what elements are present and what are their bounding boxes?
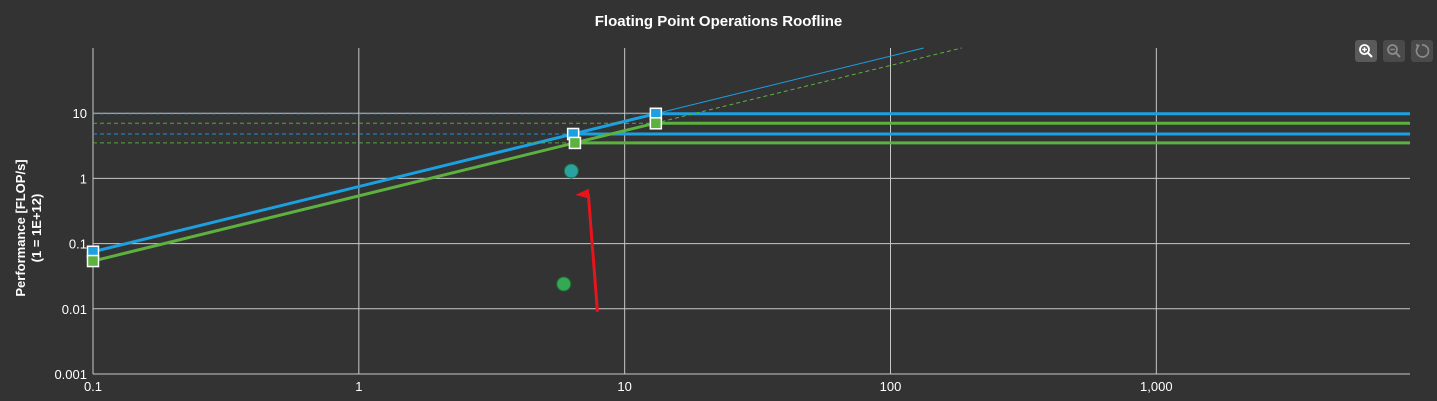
data-point [563,163,579,179]
bandwidth-roof [92,112,656,254]
annotation-arrow [575,188,599,312]
x-tick-label: 1,000 [1140,379,1173,394]
chart-title: Floating Point Operations Roofline [594,13,843,30]
y-tick-label: 0.1 [69,237,87,252]
zoom-out-icon [1387,44,1401,58]
chart-toolbar [1355,40,1433,62]
bandwidth-roof [92,121,655,263]
bandwidth-extension [655,47,924,115]
endpoint-marker [86,254,100,268]
x-tick-label: 1 [355,379,362,394]
zoom-in-icon [1359,44,1373,58]
zoom-in-button[interactable] [1355,40,1377,62]
reset-icon [1415,44,1430,58]
x-tick-label: 0.1 [84,379,102,394]
bandwidth-extension [654,47,962,124]
data-point [556,276,572,292]
y-tick-label: 1 [80,171,87,186]
y-tick-label: 0.01 [62,302,87,317]
zoom-out-button[interactable] [1383,40,1405,62]
x-tick-label: 10 [617,379,631,394]
ridge-point-marker [649,117,663,130]
ridge-point-marker [568,136,582,150]
y-tick-label: 10 [73,106,87,121]
x-tick-label: 100 [880,379,902,394]
y-tick-label: 0.001 [54,367,87,382]
reset-zoom-button[interactable] [1411,40,1433,62]
